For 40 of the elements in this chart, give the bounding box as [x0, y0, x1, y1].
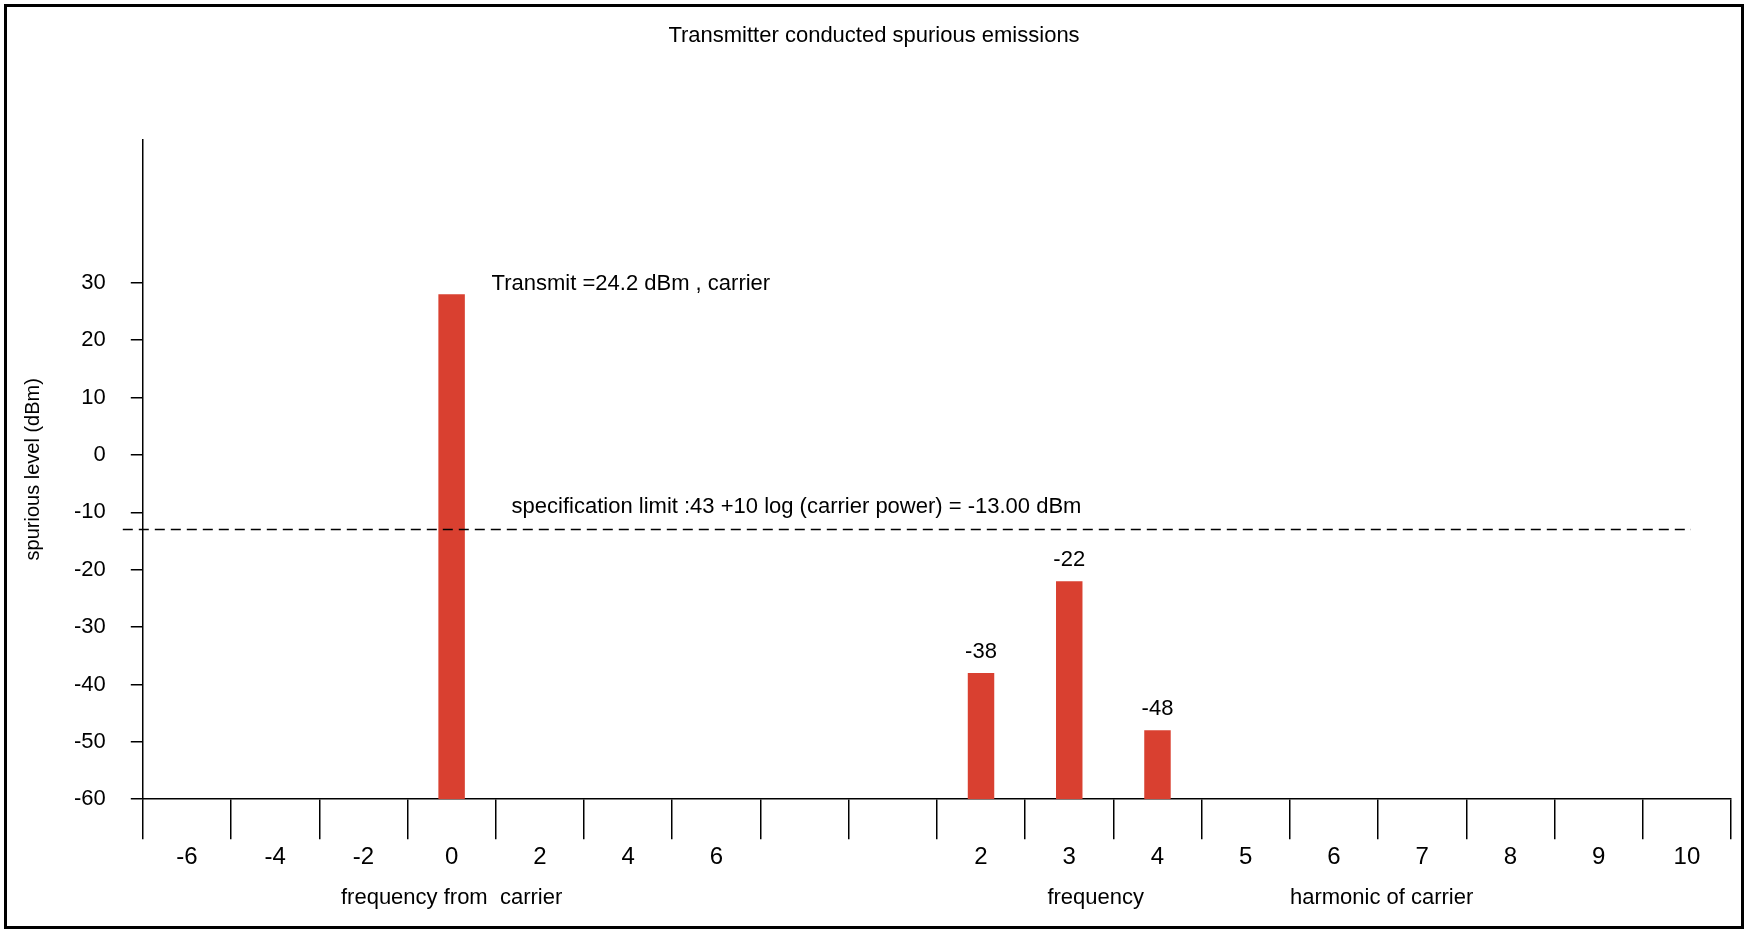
- y-tick-label: -60: [74, 785, 106, 811]
- bar: [1056, 581, 1083, 800]
- ref-line-label: specification limit :43 +10 log (carrier power) = -13.00 dBm: [511, 492, 1082, 518]
- y-tick-label: 30: [81, 268, 106, 294]
- y-tick-label: -50: [74, 727, 106, 753]
- x-tick-label: 2: [533, 842, 547, 870]
- text: harmonic of carrier: [1289, 884, 1474, 910]
- x-tick-label: 0: [444, 842, 459, 870]
- y-tick-label: -30: [74, 613, 106, 639]
- bar: [1144, 730, 1171, 800]
- text: frequency: [1047, 884, 1145, 910]
- x-tick-label: 9: [1591, 842, 1606, 870]
- x-tick-label: 10: [1673, 842, 1701, 870]
- data-label: -22: [1053, 546, 1086, 572]
- y-tick-label: 0: [93, 441, 106, 467]
- x-tick-label: -2: [352, 842, 375, 870]
- x-tick-label: 8: [1503, 842, 1518, 870]
- chart-title: Transmitter conducted spurious emissions: [668, 22, 1080, 48]
- y-tick-label: -20: [74, 555, 106, 581]
- x-axis-title: frequency from carrier: [340, 884, 563, 910]
- y-tick-label: -40: [74, 670, 106, 696]
- y-tick-label: -10: [74, 498, 106, 524]
- x-tick-label: 6: [709, 842, 723, 870]
- bar: [967, 672, 995, 800]
- x-tick-label: 4: [621, 842, 635, 870]
- x-tick-label: -4: [264, 842, 286, 870]
- y-axis-title: spurious level (dBm): [20, 378, 43, 561]
- x-tick-label: -6: [176, 842, 198, 870]
- bar: [438, 294, 465, 800]
- x-tick-label: 4: [1150, 842, 1165, 870]
- y-tick-label: 10: [81, 383, 106, 409]
- data-label: -48: [1141, 695, 1174, 721]
- x-tick-label: 7: [1415, 842, 1429, 870]
- y-tick-label: 20: [81, 326, 106, 352]
- x-tick-label: 6: [1327, 842, 1341, 870]
- x-tick-label: 5: [1239, 842, 1253, 870]
- x-tick-label: 2: [974, 842, 988, 870]
- x-tick-label: 3: [1062, 842, 1076, 870]
- data-label: -38: [965, 638, 997, 664]
- annotation: Transmit =24.2 dBm , carrier: [491, 270, 771, 296]
